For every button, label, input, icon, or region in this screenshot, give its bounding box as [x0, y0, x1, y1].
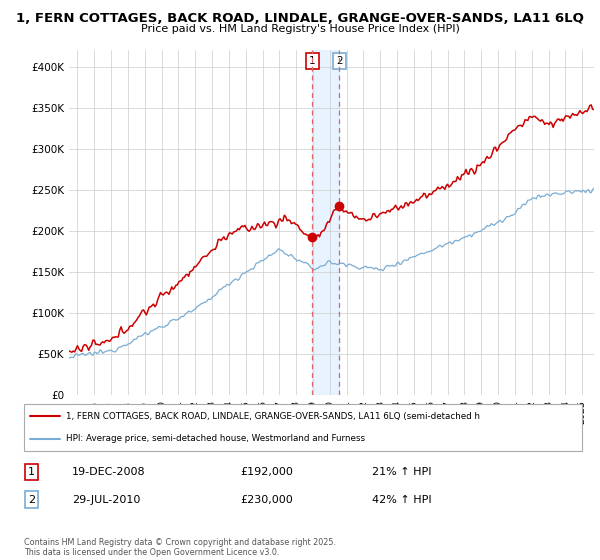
Text: 1: 1	[309, 56, 316, 66]
Text: £230,000: £230,000	[240, 494, 293, 505]
Text: 2: 2	[28, 494, 35, 505]
Text: 1: 1	[28, 467, 35, 477]
Text: Price paid vs. HM Land Registry's House Price Index (HPI): Price paid vs. HM Land Registry's House …	[140, 24, 460, 34]
Text: HPI: Average price, semi-detached house, Westmorland and Furness: HPI: Average price, semi-detached house,…	[66, 434, 365, 443]
Text: Contains HM Land Registry data © Crown copyright and database right 2025.
This d: Contains HM Land Registry data © Crown c…	[24, 538, 336, 557]
Text: 1, FERN COTTAGES, BACK ROAD, LINDALE, GRANGE-OVER-SANDS, LA11 6LQ (semi-detached: 1, FERN COTTAGES, BACK ROAD, LINDALE, GR…	[66, 412, 480, 421]
Text: 21% ↑ HPI: 21% ↑ HPI	[372, 467, 431, 477]
Text: 19-DEC-2008: 19-DEC-2008	[72, 467, 146, 477]
Text: 42% ↑ HPI: 42% ↑ HPI	[372, 494, 431, 505]
Text: £192,000: £192,000	[240, 467, 293, 477]
Text: 1, FERN COTTAGES, BACK ROAD, LINDALE, GRANGE-OVER-SANDS, LA11 6LQ: 1, FERN COTTAGES, BACK ROAD, LINDALE, GR…	[16, 12, 584, 25]
Text: 2: 2	[336, 56, 343, 66]
Bar	[313, 50, 340, 395]
Text: 29-JUL-2010: 29-JUL-2010	[72, 494, 140, 505]
